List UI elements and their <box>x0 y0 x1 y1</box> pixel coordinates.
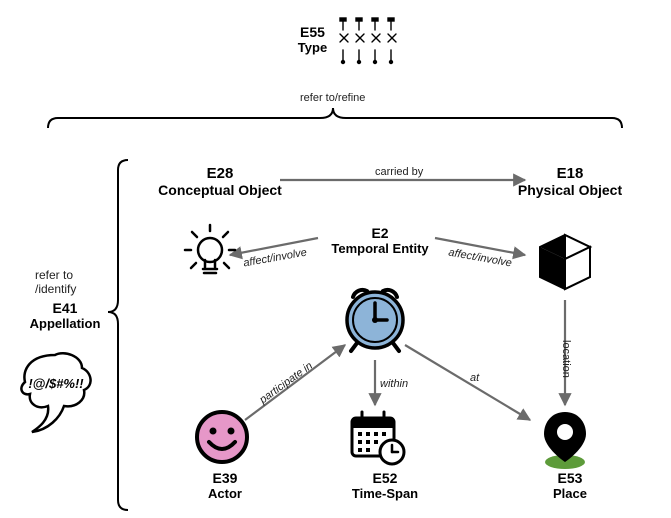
edge-at <box>405 345 530 420</box>
diagram-canvas: !@/$#%!! <box>0 0 671 518</box>
edge-label-participate: participate in <box>257 360 315 406</box>
edge-label-affect-right: affect/involve <box>447 247 512 270</box>
tools-icon <box>340 18 396 64</box>
node-e28: E28 Conceptual Object <box>140 165 300 198</box>
edge-label-refer-refine: refer to/refine <box>300 92 365 104</box>
actor-icon <box>197 412 247 462</box>
node-e2-label: Temporal Entity <box>320 241 440 256</box>
node-e52-code: E52 <box>340 470 430 486</box>
node-e39-label: Actor <box>190 486 260 501</box>
edge-label-affect-left: affect/involve <box>242 247 307 270</box>
node-e2: E2 Temporal Entity <box>320 225 440 256</box>
node-e52-label: Time-Span <box>340 486 430 501</box>
node-e52: E52 Time-Span <box>340 470 430 501</box>
node-e41: E41 Appellation <box>20 300 110 331</box>
brace-top <box>48 108 622 128</box>
brace-left <box>108 160 128 510</box>
edge-label-refer-identify-1: refer to <box>35 268 73 282</box>
edge-label-within: within <box>380 378 408 390</box>
speech-icon: !@/$#%!! <box>21 353 90 432</box>
node-e39: E39 Actor <box>190 470 260 501</box>
pin-icon <box>544 412 586 469</box>
node-e53-label: Place <box>535 486 605 501</box>
node-e18-code: E18 <box>500 165 640 182</box>
lightbulb-icon <box>185 225 235 273</box>
node-e53: E53 Place <box>535 470 605 501</box>
node-e53-code: E53 <box>535 470 605 486</box>
node-e55: E55 Type <box>290 24 335 55</box>
edge-label-carried-by: carried by <box>375 166 423 178</box>
node-e39-code: E39 <box>190 470 260 486</box>
node-e28-code: E28 <box>140 165 300 182</box>
speech-text: !@/$#%!! <box>28 376 84 391</box>
calendar-icon <box>352 412 404 464</box>
node-e18: E18 Physical Object <box>500 165 640 198</box>
node-e18-label: Physical Object <box>500 182 640 198</box>
cube-icon <box>540 235 590 289</box>
node-e41-label: Appellation <box>20 316 110 331</box>
clock-icon <box>347 290 403 351</box>
node-e2-code: E2 <box>320 225 440 241</box>
node-e28-label: Conceptual Object <box>140 182 300 198</box>
node-e55-label: Type <box>290 40 335 55</box>
edge-label-refer-identify-2: /identify <box>35 282 76 296</box>
edge-label-location: location <box>560 340 572 378</box>
node-e55-code: E55 <box>290 24 335 40</box>
edge-label-at: at <box>470 372 479 384</box>
node-e41-code: E41 <box>20 300 110 316</box>
